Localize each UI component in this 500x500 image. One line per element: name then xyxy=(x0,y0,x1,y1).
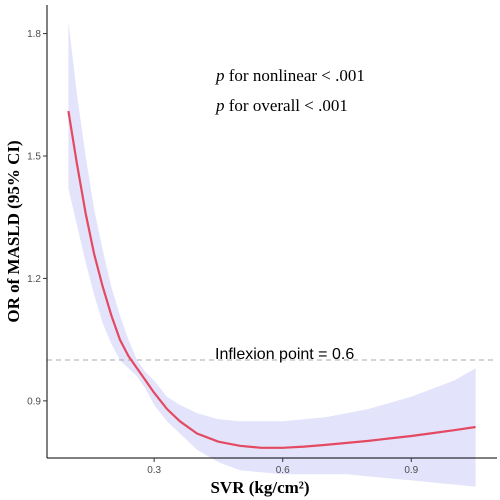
axes: 0.3 0.6 0.9 0.9 1.2 1.5 1.8 xyxy=(27,5,497,476)
x-axis-title: SVR (kg/cm²) xyxy=(210,478,309,497)
p-value-annotation: p for nonlinear < .001 xyxy=(215,66,365,85)
inflexion-point-annotation: Inflexion point = 0.6 xyxy=(215,346,354,363)
x-tick-label: 0.6 xyxy=(276,465,290,476)
y-tick-label: 1.5 xyxy=(27,152,41,163)
y-axis-title: OR of MASLD (95% CI) xyxy=(4,140,23,322)
y-tick-label: 0.9 xyxy=(27,396,41,407)
p-value-annotation: p for overall < .001 xyxy=(215,96,348,115)
plot-area xyxy=(47,21,497,487)
labels: SVR (kg/cm²) OR of MASLD (95% CI) p for no… xyxy=(4,66,365,497)
or-curve xyxy=(67,110,476,449)
x-tick-label: 0.9 xyxy=(404,465,418,476)
y-tick-label: 1.2 xyxy=(27,274,41,285)
x-tick-label: 0.3 xyxy=(147,465,161,476)
confidence-band xyxy=(68,21,476,487)
y-tick-label: 1.8 xyxy=(27,29,41,40)
